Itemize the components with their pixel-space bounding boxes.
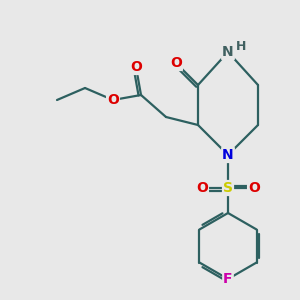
Text: N: N — [222, 45, 234, 59]
Text: O: O — [170, 56, 182, 70]
Text: H: H — [236, 40, 246, 53]
Text: O: O — [130, 60, 142, 74]
Text: N: N — [222, 148, 234, 162]
Text: O: O — [196, 181, 208, 195]
Text: O: O — [107, 93, 119, 107]
Text: O: O — [248, 181, 260, 195]
Text: F: F — [223, 272, 233, 286]
Text: S: S — [223, 181, 233, 195]
